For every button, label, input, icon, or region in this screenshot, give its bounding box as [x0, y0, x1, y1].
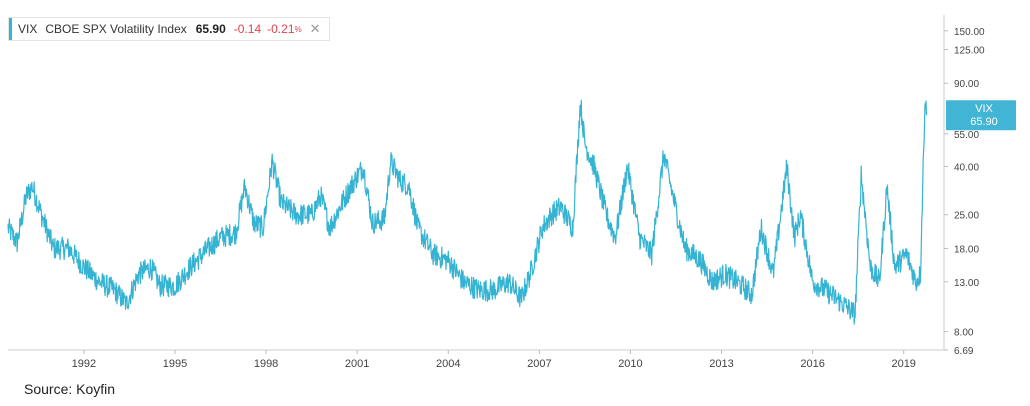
last-value-badge: VIX 65.90	[946, 100, 1016, 131]
x-axis-ticks: 1992 1995 1998 2001 2004 2007 2010 2013 2016 2019	[72, 350, 916, 370]
y-axis-ticks: 150.00 125.00 90.00 55.00 40.00 25.00 18.00 13.…	[944, 27, 985, 357]
y-tick-label: 90.00	[954, 79, 979, 90]
last-value-badge-value: 65.90	[970, 116, 998, 128]
legend-percent-sign: %	[294, 24, 302, 34]
y-tick-label: 55.00	[954, 130, 979, 141]
last-value-badge-symbol: VIX	[975, 103, 993, 115]
y-tick-label: 6.69	[954, 346, 974, 357]
y-tick-label: 25.00	[954, 211, 979, 222]
y-tick-label: 8.00	[954, 328, 974, 339]
close-icon[interactable]: ✕	[309, 21, 321, 36]
y-tick-label: 125.00	[954, 46, 985, 57]
y-tick-label: 40.00	[954, 162, 979, 173]
y-tick-label: 150.00	[954, 27, 985, 38]
x-tick-label: 2004	[436, 358, 460, 370]
legend-change: -0.14	[233, 22, 262, 36]
x-tick-label: 2016	[800, 358, 824, 370]
legend-symbol: VIX	[18, 22, 38, 36]
x-tick-label: 2019	[891, 358, 915, 370]
x-tick-label: 1992	[72, 358, 96, 370]
legend-color-accent	[9, 18, 12, 40]
y-tick-label: 18.00	[954, 244, 979, 255]
legend-change-percent: -0.21	[267, 22, 295, 36]
series-legend: VIX CBOE SPX Volatility Index 65.90 -0.1…	[8, 17, 330, 41]
y-tick-label: 13.00	[954, 278, 979, 289]
x-tick-label: 2010	[618, 358, 642, 370]
x-tick-label: 1998	[254, 358, 278, 370]
vix-series-line	[7, 99, 928, 325]
vix-line-chart: 150.00 125.00 90.00 55.00 40.00 25.00 18.00 13.…	[7, 15, 1016, 370]
source-caption: Source: Koyfin	[24, 381, 116, 397]
last-value-badge-bg	[946, 100, 1016, 131]
legend-last-value: 65.90	[195, 22, 226, 36]
x-tick-label: 2013	[709, 358, 733, 370]
x-tick-label: 1995	[163, 358, 187, 370]
x-tick-label: 2007	[527, 358, 551, 370]
x-tick-label: 2001	[345, 358, 369, 370]
legend-series-name: CBOE SPX Volatility Index	[45, 22, 187, 36]
